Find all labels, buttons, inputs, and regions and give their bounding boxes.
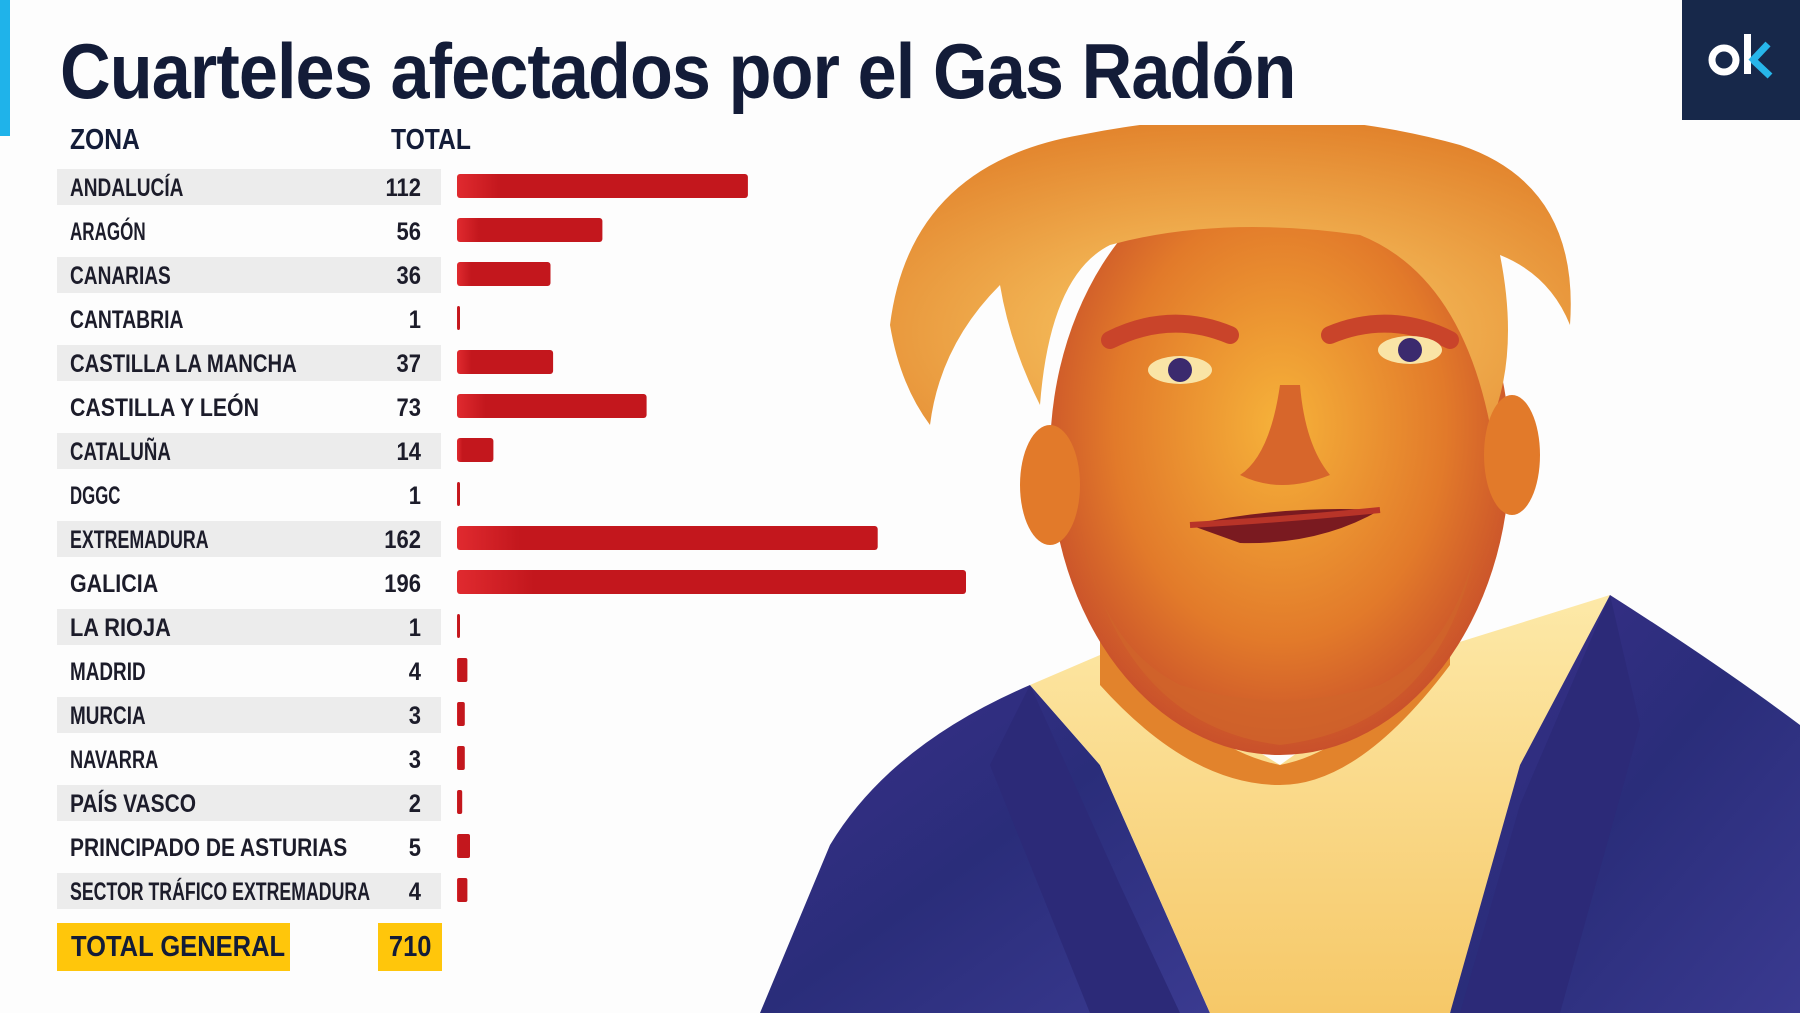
zone-label: MURCIA [70, 702, 146, 730]
total-value: 2 [409, 790, 421, 818]
table-row: ANDALUCÍA 112 [57, 169, 748, 205]
bar [457, 746, 465, 770]
row-shade [57, 433, 441, 469]
total-general-label-text: TOTAL GENERAL [71, 930, 286, 963]
ok-logo-icon [1708, 34, 1773, 79]
total-value: 112 [386, 174, 421, 202]
total-value: 4 [409, 658, 421, 686]
zone-label: EXTREMADURA [70, 526, 209, 554]
zone-label: CANARIAS [70, 262, 171, 290]
accent-bar [0, 0, 10, 136]
table-row: CANTABRIA 1 [70, 306, 460, 334]
column-header-zona: ZONA [70, 124, 140, 156]
zone-label: CATALUÑA [70, 436, 171, 466]
bar [457, 394, 647, 418]
total-value: 1 [409, 482, 421, 510]
total-value: 37 [397, 350, 421, 378]
row-shade [57, 169, 441, 205]
table-row: CANARIAS 36 [57, 257, 551, 293]
row-shade [57, 609, 441, 645]
table-row: CASTILLA Y LEÓN 73 [70, 392, 647, 422]
bar [457, 482, 460, 506]
total-value: 5 [409, 834, 421, 862]
zone-label: NAVARRA [70, 746, 158, 774]
total-general-value-text: 710 [388, 930, 432, 963]
table-row: EXTREMADURA 162 [57, 521, 878, 557]
table-row: GALICIA 196 [70, 570, 966, 598]
bar [457, 306, 460, 330]
zone-label: DGGC [70, 482, 120, 510]
bar [457, 702, 465, 726]
bar [457, 262, 551, 286]
row-shade [57, 345, 441, 381]
zone-label: LA RIOJA [70, 614, 171, 642]
zone-label: ARAGÓN [70, 216, 146, 246]
row-shade [57, 521, 441, 557]
bar [457, 570, 966, 594]
table-row: CASTILLA LA MANCHA 37 [57, 345, 554, 381]
bar [457, 350, 554, 374]
table-row: ARAGÓN 56 [70, 216, 603, 246]
total-value: 3 [409, 746, 421, 774]
bar [457, 438, 494, 462]
bar [457, 878, 468, 902]
zone-label: SECTOR TRÁFICO EXTREMADURA [70, 877, 370, 906]
bar [457, 834, 470, 858]
bar [457, 218, 603, 242]
bar [457, 174, 748, 198]
total-value: 1 [409, 614, 421, 642]
row-shade [57, 257, 441, 293]
zone-label: PRINCIPADO DE ASTURIAS [70, 834, 347, 862]
table-row: MADRID 4 [70, 658, 468, 686]
zone-label: ANDALUCÍA [70, 173, 183, 202]
table-row: NAVARRA 3 [70, 746, 465, 774]
column-header-total: TOTAL [391, 124, 471, 156]
total-value: 4 [409, 878, 421, 906]
bar [457, 614, 460, 638]
row-shade [57, 873, 441, 909]
total-value: 14 [397, 438, 421, 466]
table-row: SECTOR TRÁFICO EXTREMADURA 4 [57, 873, 468, 909]
table-row: LA RIOJA 1 [57, 609, 460, 645]
table-row: MURCIA 3 [57, 697, 465, 733]
zone-label: CANTABRIA [70, 306, 183, 334]
total-value: 36 [397, 262, 421, 290]
bar [457, 790, 463, 814]
zone-label: GALICIA [70, 570, 158, 598]
total-value: 162 [384, 526, 421, 554]
table-row: CATALUÑA 14 [57, 433, 494, 469]
table-row: DGGC 1 [70, 482, 460, 510]
total-general-label: TOTAL GENERAL [57, 923, 290, 971]
ok-logo[interactable] [1682, 0, 1800, 120]
bar [457, 526, 878, 550]
total-value: 1 [409, 306, 421, 334]
total-value: 196 [384, 570, 421, 598]
table-row: PRINCIPADO DE ASTURIAS 5 [70, 834, 470, 862]
total-general-value: 710 [378, 923, 442, 971]
total-value: 56 [397, 218, 421, 246]
zone-label: PAÍS VASCO [70, 789, 196, 818]
row-shade [57, 697, 441, 733]
page-title: Cuarteles afectados por el Gas Radón [60, 27, 1296, 115]
zone-label: CASTILLA LA MANCHA [70, 350, 297, 378]
row-shade [57, 785, 441, 821]
total-value: 3 [409, 702, 421, 730]
zone-label: MADRID [70, 658, 146, 686]
zone-label: CASTILLA Y LEÓN [70, 392, 259, 422]
portrait-photo [760, 125, 1800, 1013]
table-row: PAÍS VASCO 2 [57, 785, 463, 821]
bar [457, 658, 468, 682]
total-value: 73 [397, 394, 421, 422]
